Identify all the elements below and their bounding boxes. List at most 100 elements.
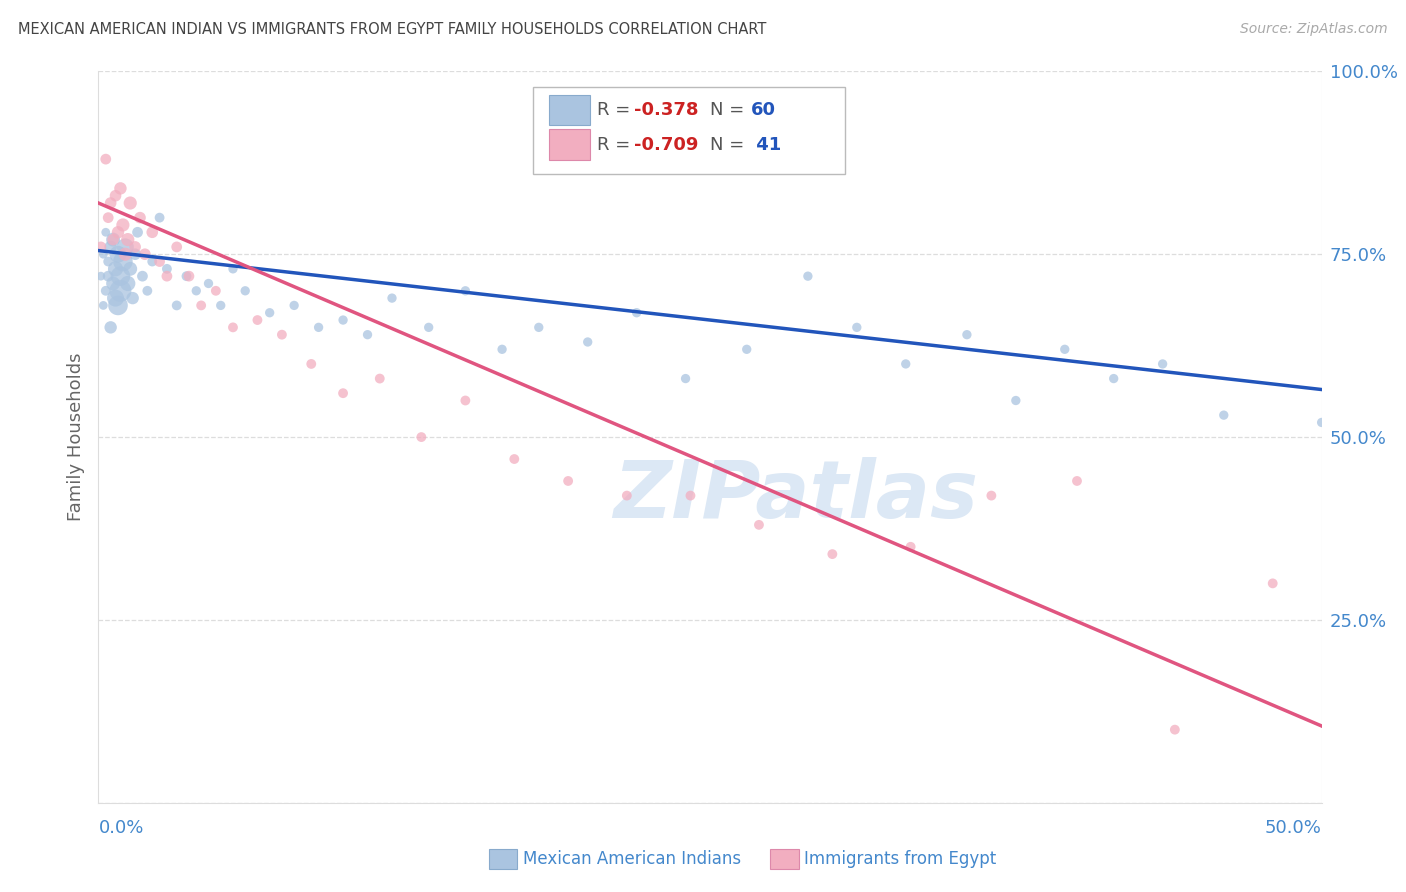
- Point: [110, 284, 132, 298]
- Point: [107, 225, 129, 239]
- Point: [101, 277, 124, 291]
- Text: -0.709: -0.709: [634, 136, 699, 153]
- Point: [141, 254, 163, 268]
- Point: [94, 284, 117, 298]
- Point: [454, 393, 477, 408]
- Text: ZIPatlas: ZIPatlas: [613, 457, 979, 534]
- Point: [104, 291, 127, 305]
- Point: [166, 240, 188, 254]
- Point: [91, 247, 114, 261]
- Point: [679, 489, 702, 503]
- Point: [259, 306, 281, 320]
- Point: [110, 181, 132, 195]
- Text: 50.0%: 50.0%: [1265, 819, 1322, 837]
- Y-axis label: Family Households: Family Households: [66, 353, 84, 521]
- Point: [821, 547, 844, 561]
- Point: [748, 517, 770, 532]
- Point: [332, 386, 354, 401]
- Point: [735, 343, 758, 357]
- Point: [1102, 371, 1125, 385]
- Point: [94, 152, 117, 166]
- Point: [980, 489, 1002, 503]
- Point: [166, 298, 188, 312]
- Point: [1152, 357, 1174, 371]
- Point: [177, 269, 200, 284]
- Point: [156, 261, 179, 276]
- Point: [107, 247, 129, 261]
- Point: [233, 284, 256, 298]
- Point: [110, 269, 132, 284]
- Point: [100, 240, 122, 254]
- Point: [209, 298, 232, 312]
- FancyBboxPatch shape: [548, 95, 591, 126]
- Point: [332, 313, 354, 327]
- Point: [557, 474, 579, 488]
- Point: [368, 371, 391, 385]
- Point: [104, 188, 127, 202]
- Point: [176, 269, 198, 284]
- Point: [797, 269, 820, 284]
- Point: [111, 254, 134, 268]
- Text: 60: 60: [751, 101, 775, 120]
- Text: 0.0%: 0.0%: [98, 819, 143, 837]
- Point: [114, 240, 136, 254]
- Text: Mexican American Indians: Mexican American Indians: [523, 850, 741, 868]
- Point: [956, 327, 979, 342]
- Point: [90, 240, 112, 254]
- Point: [97, 211, 120, 225]
- Point: [124, 247, 146, 261]
- Point: [1310, 416, 1333, 430]
- Text: 41: 41: [751, 136, 782, 153]
- Text: N =: N =: [710, 136, 749, 153]
- Point: [1053, 343, 1076, 357]
- Text: -0.378: -0.378: [634, 101, 699, 120]
- FancyBboxPatch shape: [533, 87, 845, 174]
- Text: N =: N =: [710, 101, 749, 120]
- Point: [114, 247, 136, 261]
- Point: [104, 261, 127, 276]
- Point: [197, 277, 219, 291]
- Point: [1004, 393, 1026, 408]
- Point: [134, 247, 156, 261]
- Text: Immigrants from Egypt: Immigrants from Egypt: [804, 850, 997, 868]
- Point: [411, 430, 433, 444]
- Point: [308, 320, 330, 334]
- Point: [1066, 474, 1088, 488]
- Point: [131, 269, 153, 284]
- Point: [149, 254, 172, 268]
- Point: [100, 320, 122, 334]
- Point: [94, 225, 117, 239]
- Point: [97, 254, 120, 268]
- FancyBboxPatch shape: [548, 129, 591, 160]
- Point: [616, 489, 638, 503]
- Point: [222, 320, 245, 334]
- Point: [111, 218, 134, 232]
- Point: [283, 298, 305, 312]
- Text: Source: ZipAtlas.com: Source: ZipAtlas.com: [1240, 22, 1388, 37]
- Point: [91, 298, 114, 312]
- Text: R =: R =: [598, 136, 637, 153]
- Point: [491, 343, 513, 357]
- Point: [576, 334, 599, 349]
- Point: [129, 211, 152, 225]
- Text: R =: R =: [598, 101, 637, 120]
- Point: [381, 291, 404, 305]
- Point: [127, 225, 149, 239]
- Point: [454, 284, 477, 298]
- Point: [136, 284, 159, 298]
- Point: [270, 327, 294, 342]
- Point: [894, 357, 917, 371]
- Point: [101, 233, 124, 247]
- Point: [107, 298, 129, 312]
- Point: [190, 298, 212, 312]
- Point: [205, 284, 228, 298]
- Point: [1164, 723, 1187, 737]
- Point: [527, 320, 550, 334]
- Point: [101, 233, 124, 247]
- Text: MEXICAN AMERICAN INDIAN VS IMMIGRANTS FROM EGYPT FAMILY HOUSEHOLDS CORRELATION C: MEXICAN AMERICAN INDIAN VS IMMIGRANTS FR…: [18, 22, 766, 37]
- Point: [141, 225, 163, 239]
- Point: [675, 371, 697, 385]
- Point: [1212, 408, 1234, 422]
- Point: [97, 269, 120, 284]
- Point: [121, 291, 143, 305]
